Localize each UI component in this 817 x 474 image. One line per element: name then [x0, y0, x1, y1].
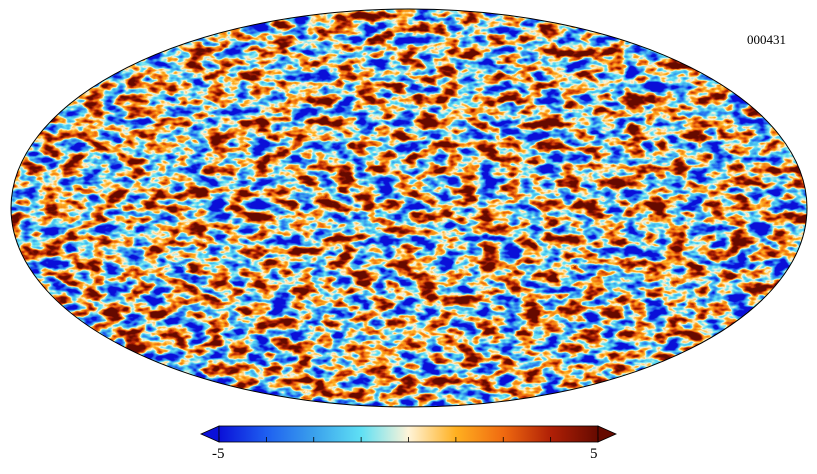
colorbar-over-arrow [597, 425, 617, 443]
colorbar-max-label: 5 [590, 446, 598, 462]
map-boundary [10, 8, 808, 408]
map-id-label: 000431 [747, 32, 786, 47]
colorbar-ticks [218, 437, 599, 442]
colorbar-under-arrow [200, 425, 220, 443]
temperature-field [11, 9, 807, 407]
colorbar-min-label: -5 [212, 446, 225, 462]
